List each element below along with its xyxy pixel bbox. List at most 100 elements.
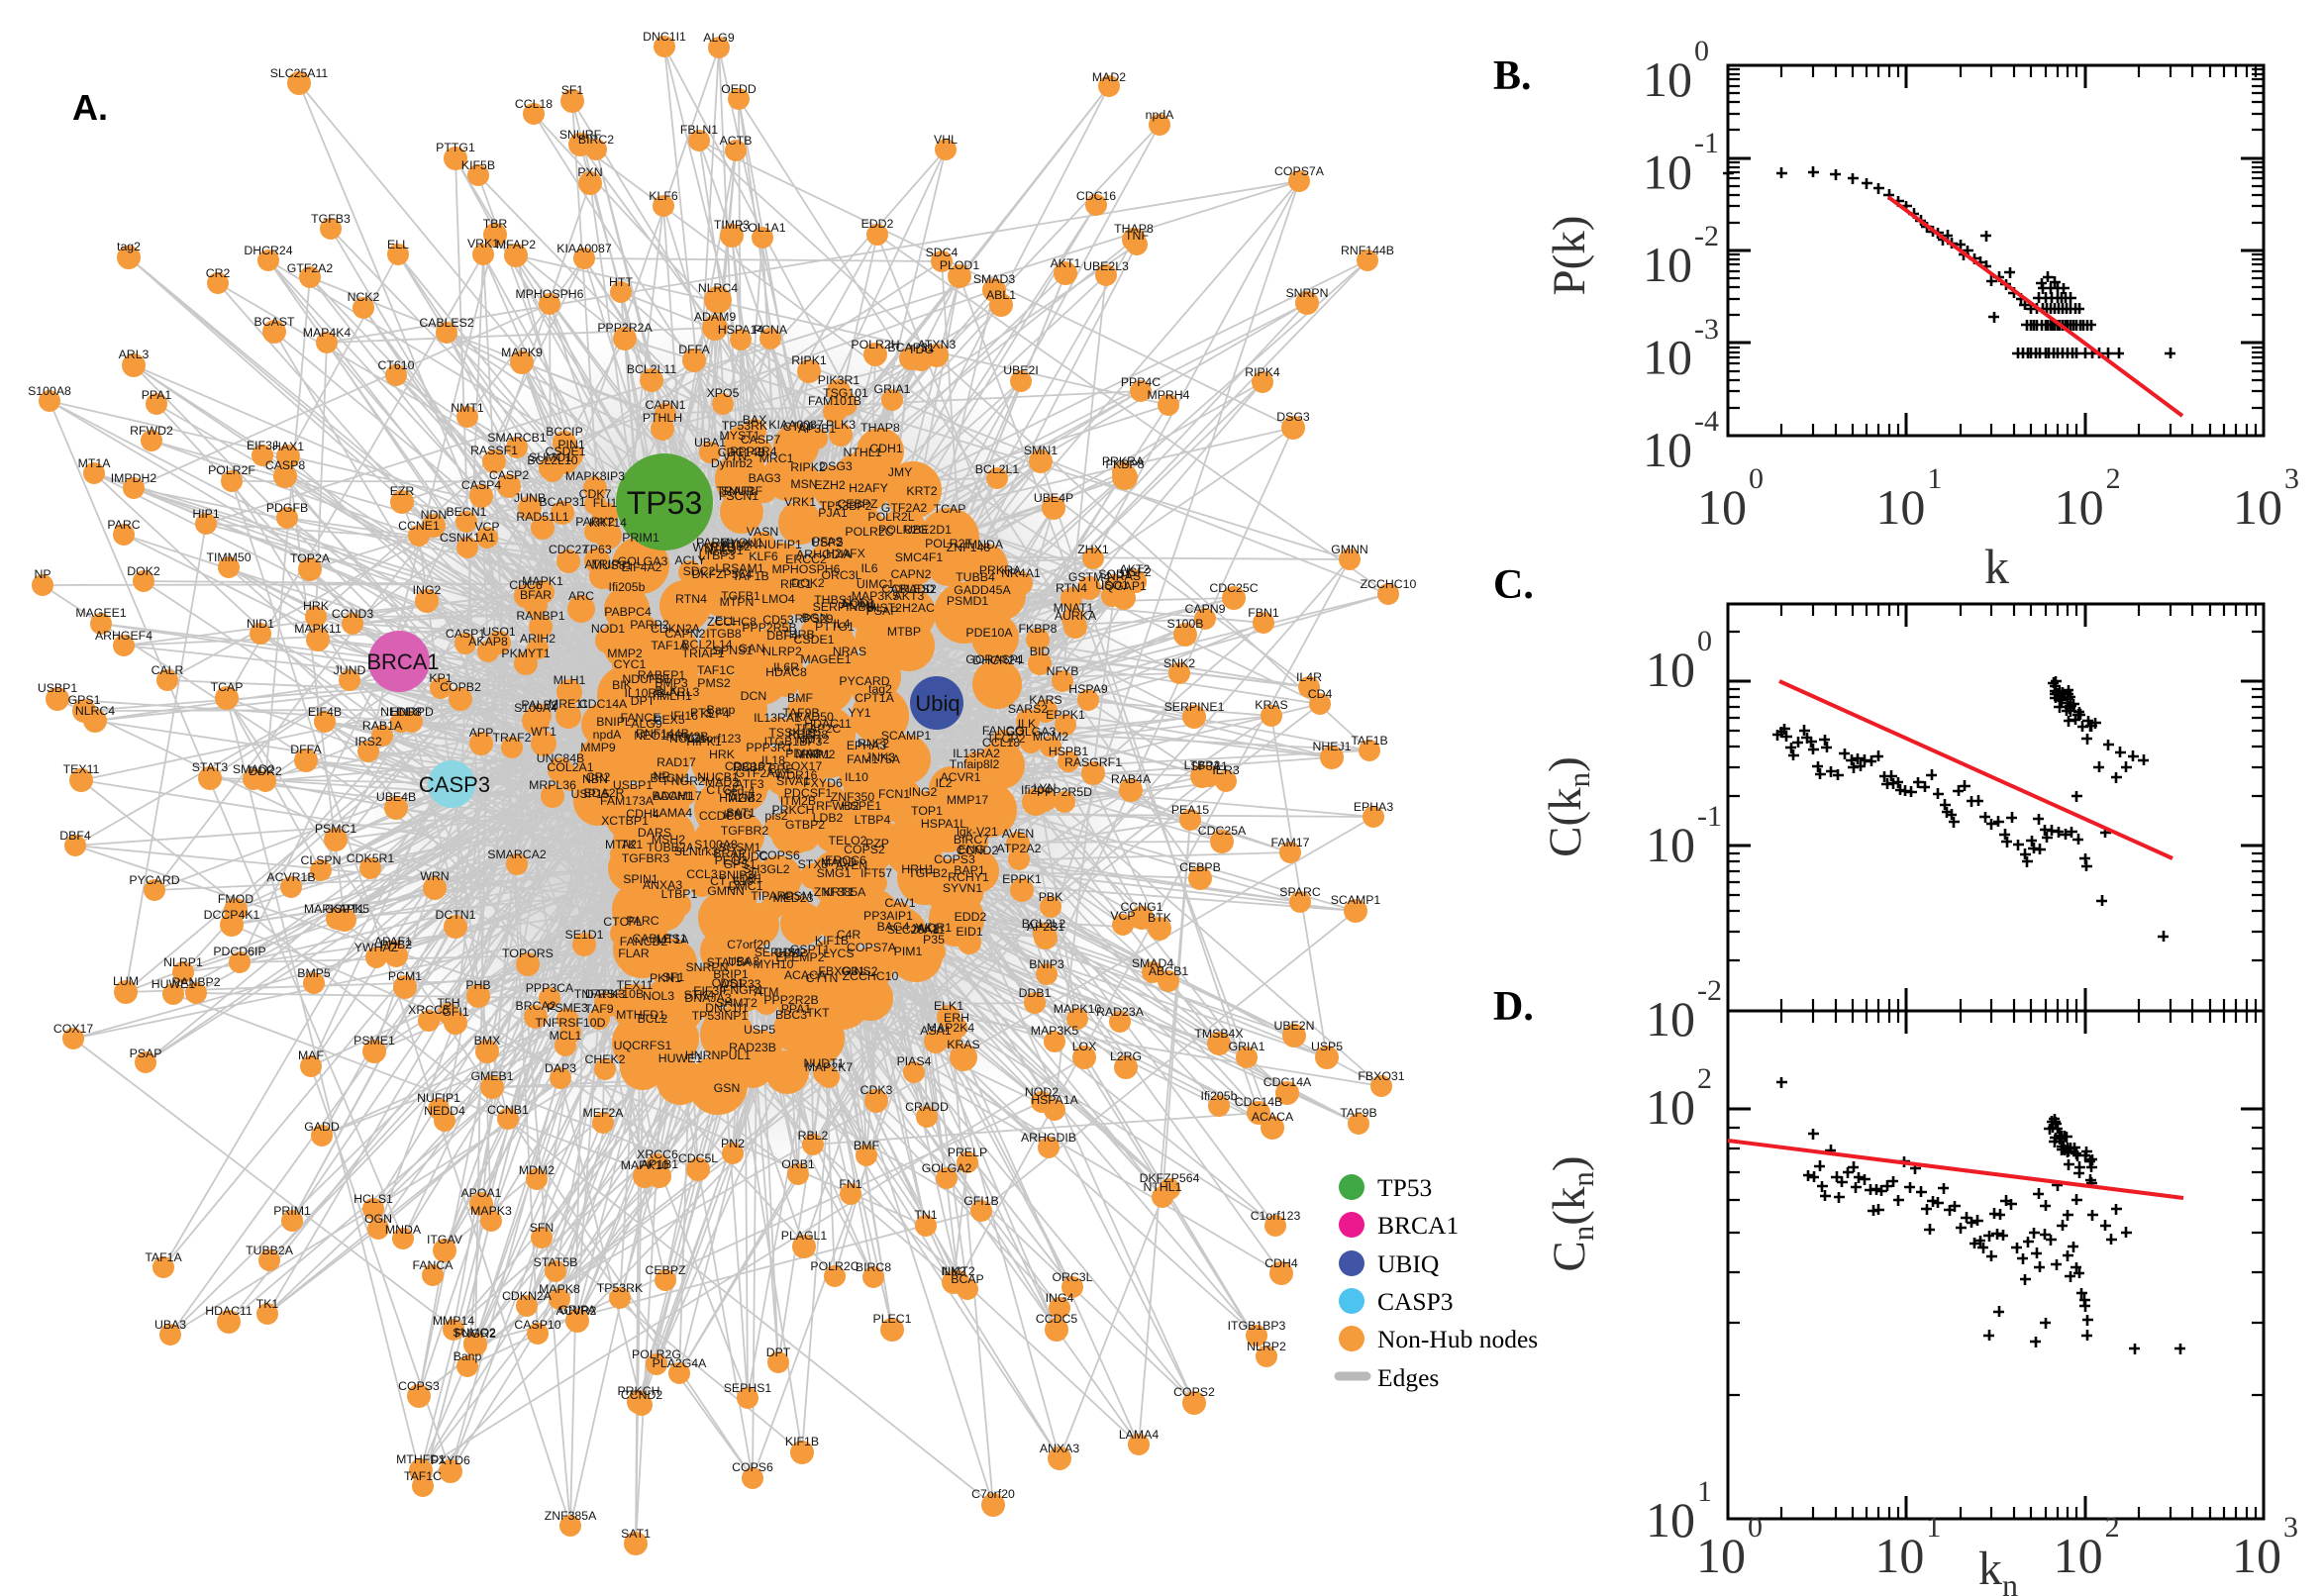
svg-text:RAD17: RAD17	[656, 755, 696, 769]
svg-text:-2: -2	[1697, 974, 1722, 1007]
svg-text:MT1A: MT1A	[78, 456, 112, 470]
svg-text:STAT5A: STAT5A	[707, 955, 752, 969]
svg-text:VASN: VASN	[747, 525, 779, 539]
svg-text:MAPK11: MAPK11	[294, 622, 342, 636]
svg-text:JAK2: JAK2	[910, 922, 940, 936]
svg-text:TP53RK: TP53RK	[597, 1281, 644, 1295]
svg-text:FNGR2: FNGR2	[454, 1327, 496, 1341]
svg-text:DPT: DPT	[766, 1346, 791, 1359]
svg-text:ACVR1B: ACVR1B	[266, 870, 315, 884]
svg-text:UQCRFS1: UQCRFS1	[614, 1039, 672, 1052]
svg-text:CDK5R1: CDK5R1	[347, 851, 395, 865]
svg-text:ZCCHC10: ZCCHC10	[1361, 577, 1417, 591]
svg-text:CCL18: CCL18	[515, 97, 553, 111]
svg-text:BMF: BMF	[787, 691, 813, 705]
svg-text:GRIPA: GRIPA	[558, 1303, 596, 1317]
svg-text:ARHGEF4: ARHGEF4	[95, 629, 152, 643]
svg-text:10: 10	[1643, 422, 1692, 477]
svg-text:PDCD6IP: PDCD6IP	[213, 945, 265, 958]
svg-text:hMLH1: hMLH1	[653, 689, 692, 703]
svg-text:NLRP2: NLRP2	[1247, 1340, 1286, 1353]
svg-text:-4: -4	[1694, 405, 1719, 438]
svg-text:MEF2A: MEF2A	[583, 1106, 625, 1120]
svg-text:MCM2: MCM2	[1033, 730, 1068, 744]
svg-text:HDAC11: HDAC11	[205, 1304, 252, 1318]
svg-text:TOPORS: TOPORS	[502, 947, 554, 960]
svg-text:PRIM1: PRIM1	[273, 1204, 311, 1218]
svg-text:10: 10	[1697, 479, 1747, 535]
svg-text:MMP9: MMP9	[580, 741, 616, 754]
svg-text:NR4A1: NR4A1	[1001, 566, 1041, 580]
svg-text:IFNG: IFNG	[723, 808, 752, 822]
svg-text:NCK2: NCK2	[348, 290, 380, 304]
svg-text:ABCB1: ABCB1	[1149, 964, 1188, 978]
svg-text:RCHY1: RCHY1	[948, 870, 989, 884]
svg-text:SMN1: SMN1	[1024, 444, 1058, 457]
svg-text:GMNN: GMNN	[1331, 543, 1368, 556]
svg-text:TDG: TDG	[908, 343, 934, 356]
svg-text:MSH2: MSH2	[652, 833, 685, 847]
svg-text:PARP2: PARP2	[630, 618, 669, 632]
svg-text:ZCCHC8: ZCCHC8	[707, 615, 757, 629]
svg-text:KRT2: KRT2	[906, 484, 937, 498]
svg-text:TGFBR2: TGFBR2	[721, 824, 769, 838]
svg-text:THRB: THRB	[781, 628, 814, 642]
svg-text:BIRC8: BIRC8	[856, 1260, 891, 1274]
svg-text:PARC: PARC	[107, 518, 140, 532]
svg-text:NP: NP	[34, 567, 50, 581]
svg-text:CASP8: CASP8	[265, 458, 305, 472]
svg-text:EPHA3: EPHA3	[1354, 800, 1393, 814]
svg-text:POLR2C: POLR2C	[810, 1259, 858, 1273]
svg-text:2: 2	[2106, 462, 2121, 495]
svg-text:CEBPZ: CEBPZ	[646, 1263, 686, 1277]
svg-text:MAPK10: MAPK10	[1054, 1002, 1102, 1016]
svg-text:SNK2: SNK2	[1163, 656, 1195, 670]
svg-text:CALR: CALR	[152, 663, 184, 677]
svg-text:ARHGDIB: ARHGDIB	[1021, 1131, 1076, 1145]
svg-text:PBK: PBK	[1039, 890, 1063, 904]
svg-text:PZP: PZP	[865, 837, 889, 850]
svg-text:TAF1A: TAF1A	[145, 1250, 182, 1264]
svg-text:GADD45A: GADD45A	[954, 583, 1011, 597]
svg-text:GTF2A2: GTF2A2	[287, 261, 334, 275]
svg-text:PDE10A: PDE10A	[965, 626, 1013, 640]
svg-text:EDD2: EDD2	[955, 910, 987, 924]
svg-text:TGFBR3: TGFBR3	[622, 851, 670, 865]
svg-text:NBN: NBN	[582, 772, 608, 786]
svg-text:VCP: VCP	[1110, 909, 1135, 923]
svg-text:-3: -3	[1694, 313, 1719, 346]
svg-text:SLC25A11: SLC25A11	[270, 66, 329, 80]
svg-text:Banp: Banp	[454, 1349, 482, 1363]
svg-text:SLNtrk3: SLNtrk3	[674, 845, 719, 858]
svg-text:10: 10	[1643, 145, 1692, 200]
svg-text:RIPK1: RIPK1	[791, 353, 827, 367]
svg-text:CDC14B: CDC14B	[1235, 1095, 1283, 1109]
svg-text:PRIM1: PRIM1	[622, 531, 659, 545]
svg-text:CDK3: CDK3	[860, 1083, 893, 1097]
svg-text:PLEC1: PLEC1	[873, 1312, 912, 1326]
svg-text:OEDD: OEDD	[721, 82, 757, 96]
svg-text:HAX1: HAX1	[272, 440, 304, 453]
svg-text:RFC1: RFC1	[780, 577, 812, 591]
svg-text:DDR2: DDR2	[249, 764, 282, 778]
svg-text:ARL3: ARL3	[119, 348, 150, 361]
svg-text:ALG9: ALG9	[703, 31, 735, 45]
svg-text:SMAD3: SMAD3	[973, 272, 1016, 286]
svg-text:MLH1: MLH1	[554, 673, 586, 687]
svg-text:MAP3K5: MAP3K5	[1031, 1024, 1079, 1038]
svg-text:CABLES1: CABLES1	[632, 932, 687, 946]
svg-text:10: 10	[1646, 817, 1695, 872]
svg-text:NMT1: NMT1	[451, 401, 484, 415]
svg-text:WDR33: WDR33	[718, 977, 760, 991]
svg-text:MAD2: MAD2	[1092, 70, 1126, 84]
svg-text:MDM2: MDM2	[519, 1163, 555, 1177]
svg-text:TNFRSF10B: TNFRSF10B	[574, 987, 644, 1001]
svg-text:RAB4A: RAB4A	[1111, 772, 1152, 786]
svg-text:TOP2A: TOP2A	[290, 551, 331, 565]
svg-text:THBS1: THBS1	[814, 593, 854, 607]
svg-text:PXN: PXN	[577, 165, 602, 179]
svg-text:XRCC6: XRCC6	[637, 1147, 678, 1161]
svg-text:ABL1: ABL1	[986, 288, 1016, 302]
svg-text:RNF2: RNF2	[858, 737, 889, 750]
svg-text:ILK: ILK	[1018, 717, 1037, 731]
